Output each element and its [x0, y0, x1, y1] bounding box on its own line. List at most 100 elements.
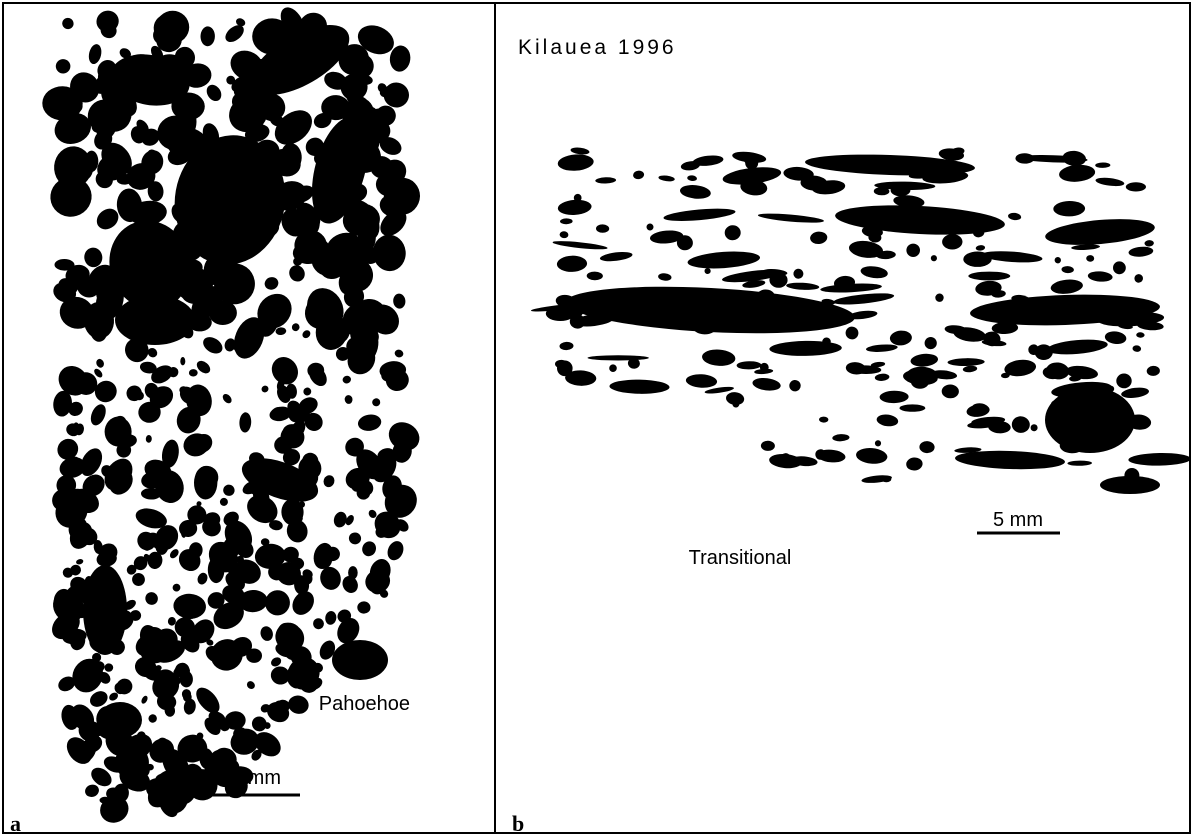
vesicle [333, 511, 347, 528]
vesicle [54, 113, 91, 144]
vesicle [280, 425, 305, 449]
vesicle [983, 331, 1001, 347]
vesicle [727, 317, 756, 330]
vesicle [77, 276, 100, 298]
vesicle [177, 734, 208, 763]
vesicle [206, 639, 214, 646]
vesicle [287, 400, 301, 414]
vesicle [1134, 274, 1143, 283]
vesicle [260, 220, 280, 238]
vesicle [369, 304, 399, 335]
vesicle [233, 317, 265, 359]
vesicle [349, 53, 374, 79]
vesicle [822, 337, 831, 347]
vesicle [244, 124, 270, 143]
vesicle [704, 386, 734, 394]
vesicle [85, 595, 96, 605]
vesicle [141, 488, 161, 500]
vesicle [179, 275, 209, 304]
vesicle [1116, 373, 1132, 389]
vesicle [609, 364, 617, 373]
vesicle [111, 574, 121, 584]
vesicle [906, 457, 923, 471]
vesicle [147, 348, 158, 358]
vesicle [1054, 257, 1062, 264]
vesicle [130, 242, 158, 281]
vesicle [109, 639, 125, 655]
vesicle [206, 150, 222, 167]
vesicle [303, 63, 318, 80]
vesicle [556, 255, 588, 272]
vesicle [573, 193, 582, 202]
vesicle [991, 321, 1019, 335]
vesicle [95, 112, 117, 140]
vesicle [143, 664, 162, 681]
vesicle [982, 304, 1049, 316]
vesicle [910, 353, 939, 367]
vesicle [930, 255, 938, 262]
vesicle [255, 506, 268, 520]
vesicle [754, 368, 774, 375]
vesicle [149, 386, 174, 409]
vesicle [285, 468, 319, 494]
vesicle [342, 203, 380, 236]
vesicle [726, 392, 745, 406]
vesicle [975, 245, 986, 251]
vesicle [286, 511, 302, 527]
vesicle [599, 251, 633, 262]
vesicle [265, 590, 290, 616]
vesicle [569, 314, 586, 329]
vesicle [333, 647, 350, 663]
vesicle [755, 289, 776, 306]
vesicle [859, 211, 871, 223]
vesicle [374, 511, 401, 539]
vesicle [257, 293, 292, 329]
vesicle [557, 154, 594, 171]
vesicle [345, 234, 355, 244]
vesicle [1128, 452, 1191, 466]
vesicle [389, 45, 411, 72]
vesicle [176, 406, 201, 434]
vesicle [981, 251, 1043, 263]
vesicle [760, 440, 775, 451]
vesicle [220, 759, 240, 778]
vesicle [260, 626, 273, 641]
vesicle [270, 657, 282, 667]
vesicle [294, 575, 310, 595]
vesicle [930, 370, 958, 380]
vesicle [142, 742, 151, 751]
vesicle [203, 337, 223, 354]
vesicle [157, 737, 169, 747]
vesicle [345, 515, 354, 526]
vesicle [342, 97, 375, 132]
vesicle [133, 390, 144, 401]
vesicle [356, 486, 371, 500]
vesicle [184, 188, 196, 199]
vesicle [968, 271, 1011, 281]
vesicle [290, 557, 305, 570]
vesicle [94, 368, 103, 378]
vesicle [119, 434, 137, 448]
vesicle [74, 156, 94, 181]
vesicle [246, 681, 255, 690]
vesicle [106, 787, 122, 801]
vesicle [856, 448, 888, 464]
vesicle [94, 380, 117, 403]
vesicle [101, 142, 132, 176]
vesicle [183, 698, 196, 715]
vesicle [313, 542, 334, 569]
vesicle [169, 549, 179, 559]
vesicle [874, 373, 890, 381]
vesicle [780, 453, 791, 462]
vesicle [168, 366, 179, 378]
vesicle [1011, 294, 1030, 303]
vesicle [119, 766, 151, 792]
vesicle [109, 416, 127, 437]
vesicle [1051, 381, 1113, 398]
vesicle [381, 468, 390, 476]
vesicle [579, 297, 599, 305]
vesicle [680, 161, 700, 171]
vesicle [787, 310, 799, 323]
vesicle [173, 593, 206, 619]
